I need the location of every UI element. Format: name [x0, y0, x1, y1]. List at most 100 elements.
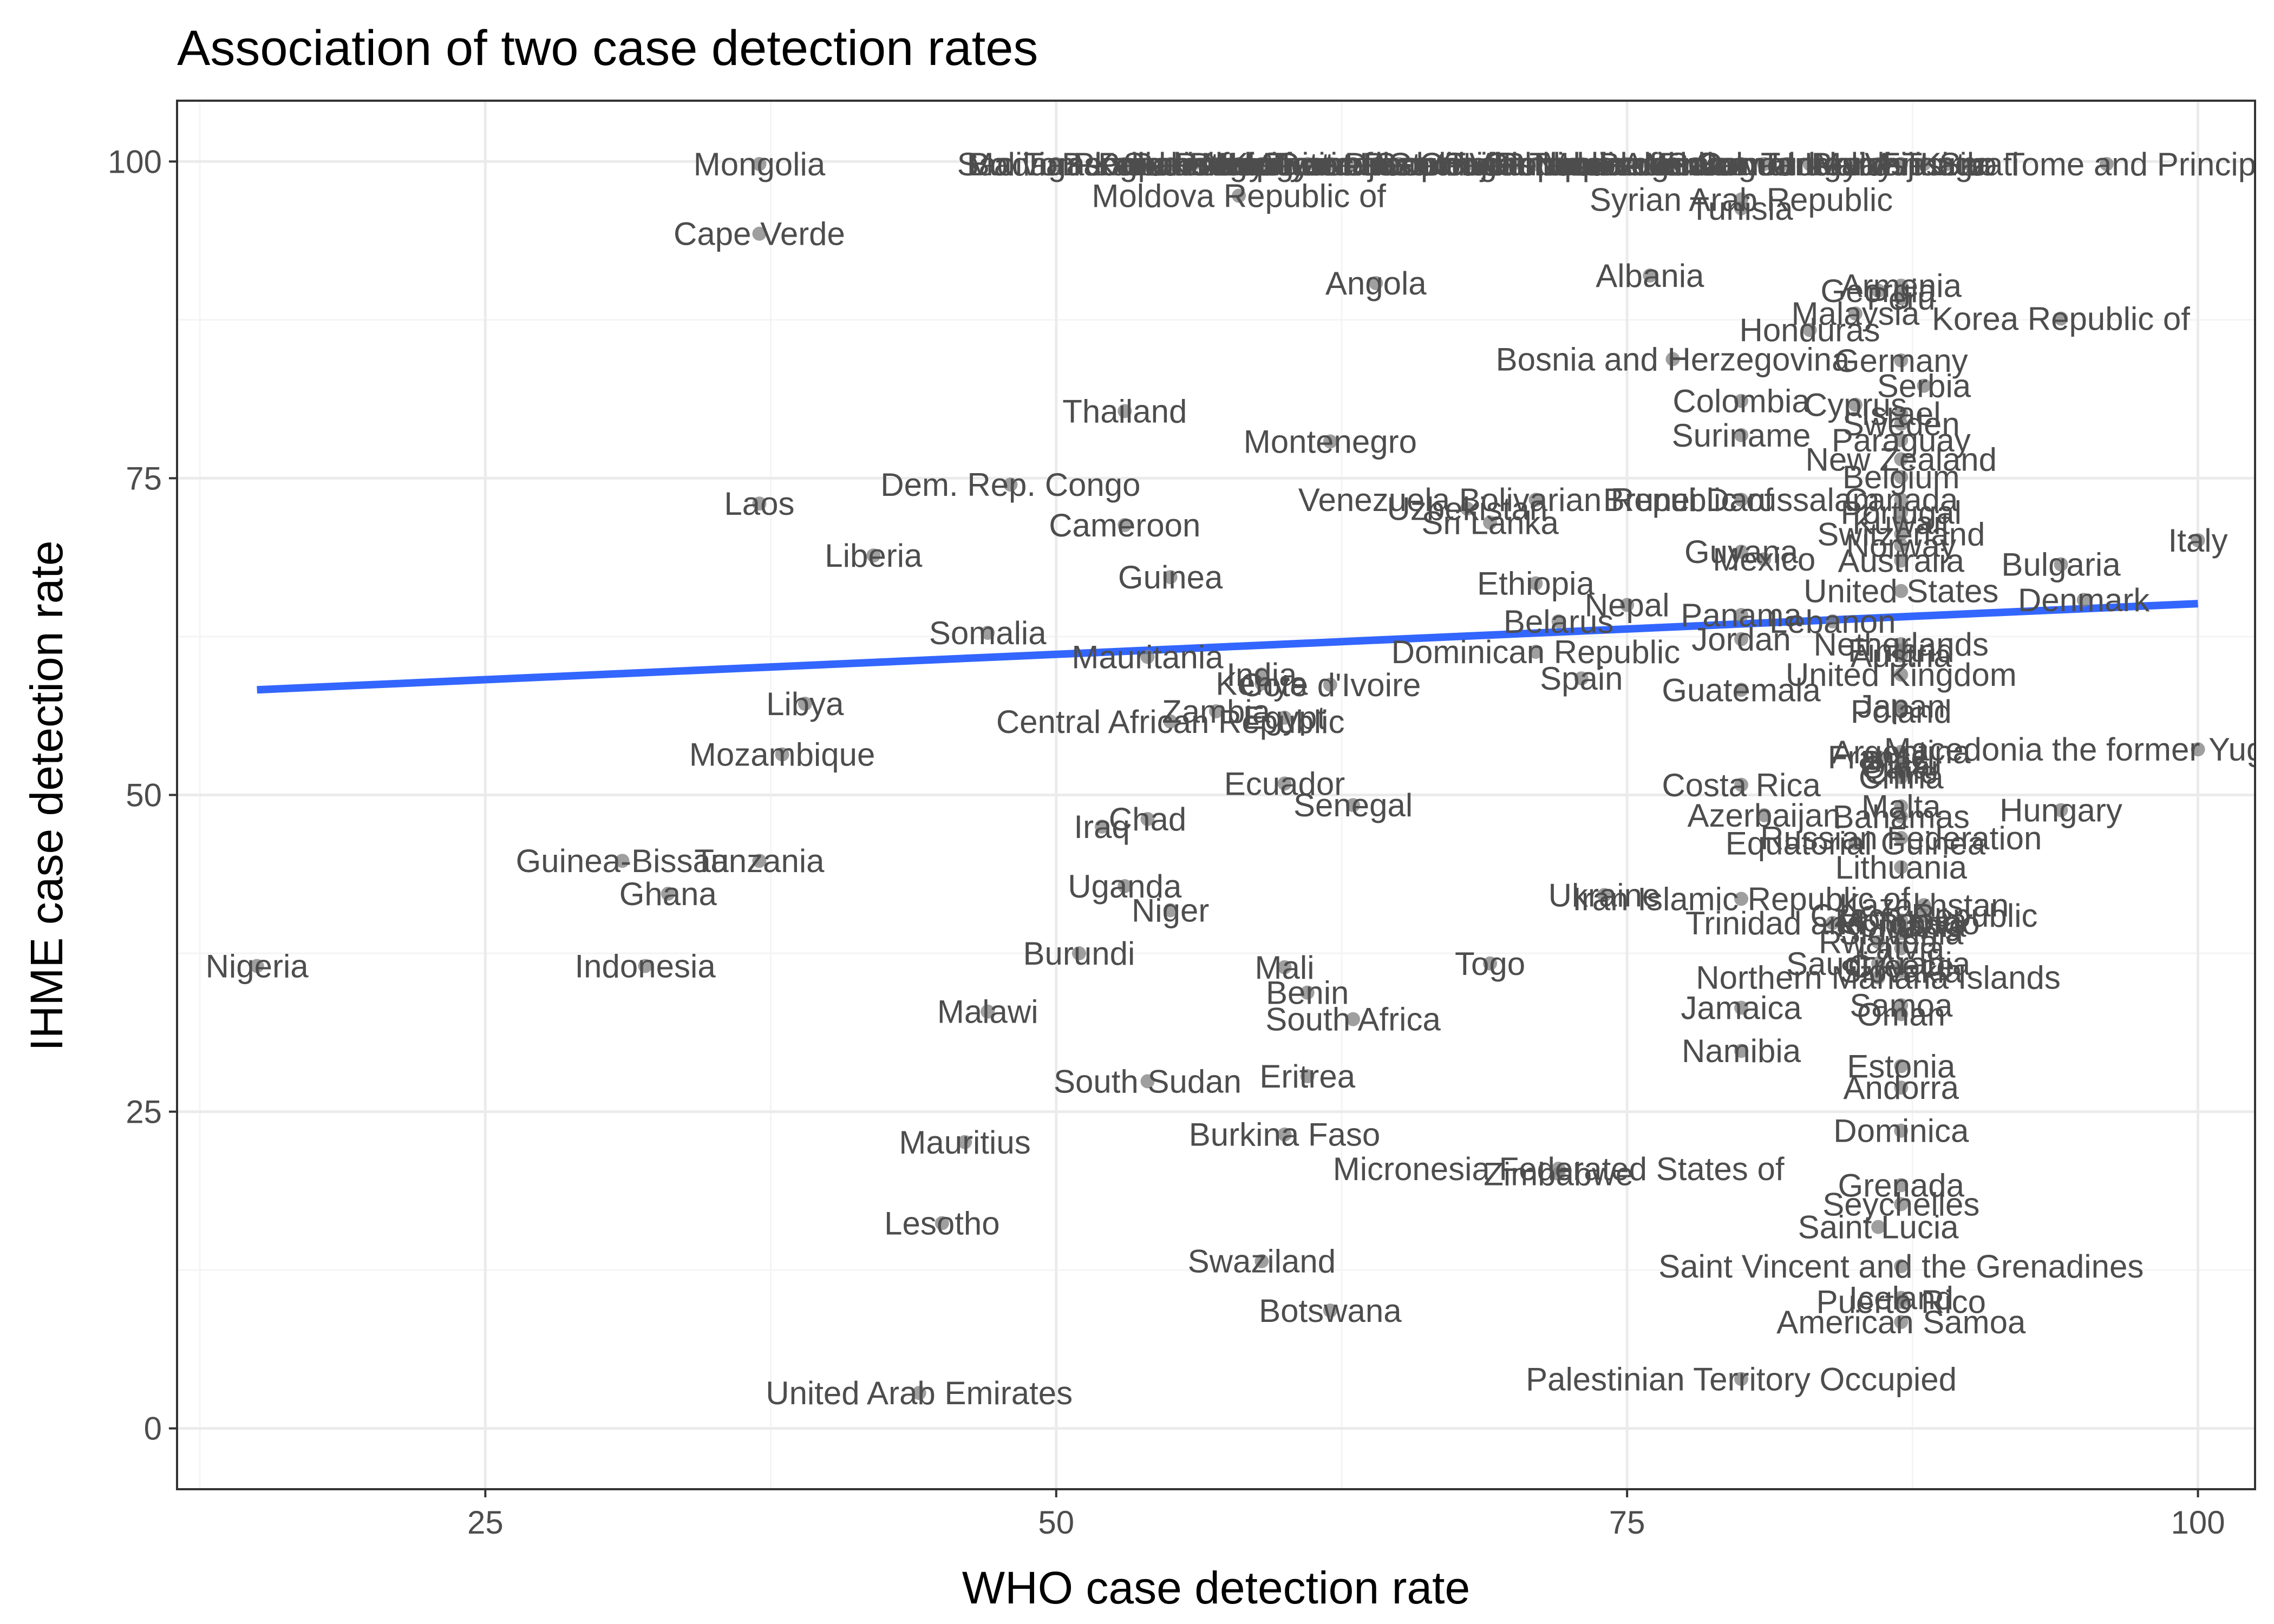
data-point: [1643, 157, 1657, 172]
point-label: Pakistan: [1131, 146, 1256, 182]
point-label: United Arab Emirates: [766, 1375, 1073, 1411]
point-label: Papua New Guinea: [1098, 146, 1380, 182]
data-point: [1118, 879, 1132, 894]
point-label: United Kingdom: [1786, 657, 2017, 693]
point-label: Guatemala: [1662, 672, 1821, 708]
data-point: [1894, 416, 1909, 431]
data-point: [1277, 960, 1292, 974]
point-label: Gambia: [1388, 146, 1502, 182]
point-label: Peru: [1867, 280, 1936, 317]
data-point: [1894, 515, 1909, 530]
point-label: Norway: [1846, 527, 1956, 564]
data-point: [1163, 569, 1178, 584]
data-point: [1140, 811, 1155, 826]
point-label: Timor-Leste: [1267, 146, 1439, 182]
point-label: Tunisia: [1689, 191, 1793, 227]
point-label: Iceland: [1849, 1280, 1953, 1317]
data-point: [1894, 493, 1909, 507]
point-label: Senegal: [1293, 787, 1413, 823]
point-label: Guinea-Bissau: [516, 843, 729, 879]
point-label: Cote d'Ivoire: [1239, 667, 1421, 703]
data-point: [1323, 1304, 1337, 1318]
data-point: [1894, 433, 1909, 448]
trend-line-layer: [257, 600, 2198, 694]
x-tick-label: 50: [1038, 1504, 1074, 1541]
data-point: [1118, 157, 1132, 172]
point-layer: [250, 157, 2205, 1400]
data-point: [1848, 397, 1863, 412]
data-point: [1894, 809, 1909, 824]
data-point: [1232, 188, 1246, 203]
point-label: Mozambique: [689, 737, 875, 773]
point-label: Costa Rica: [1662, 767, 1821, 803]
data-point: [2076, 593, 2091, 607]
data-point: [1734, 394, 1749, 408]
data-point: [1734, 545, 1749, 559]
point-label: New Zealand: [1806, 441, 1997, 477]
data-point: [1917, 898, 1931, 913]
point-label: Comoros: [1698, 146, 1830, 182]
data-point: [1391, 157, 1406, 172]
point-label: Netherlands: [1814, 626, 1989, 663]
point-label: Poland: [1851, 693, 1952, 730]
data-point: [1528, 645, 1543, 659]
data-point: [752, 496, 767, 511]
data-point: [1323, 434, 1337, 449]
point-label: Paraguay: [1832, 422, 1971, 459]
data-point: [1917, 157, 1931, 172]
point-label: Cyprus: [1804, 387, 1907, 423]
point-label: Yemen: [1645, 146, 1746, 182]
point-label: Bahamas: [1833, 798, 1970, 835]
point-label: Laos: [724, 486, 794, 522]
data-point: [1825, 157, 1840, 172]
data-point: [752, 854, 767, 868]
point-label: Philippines: [1503, 146, 1660, 182]
point-label: Viet Nam: [1469, 146, 1603, 182]
data-point: [935, 1216, 949, 1230]
point-label: South Africa: [1265, 1001, 1441, 1038]
point-label: Albania: [1596, 258, 1704, 294]
point-label: Panama: [1681, 597, 1802, 633]
data-point: [1551, 157, 1566, 172]
trend-line: [257, 600, 2198, 694]
data-point: [1369, 157, 1383, 172]
point-label: Nepal: [1585, 587, 1670, 623]
data-point: [1894, 470, 1909, 484]
data-point: [1894, 553, 1909, 568]
point-label: Chile: [1864, 754, 1938, 790]
point-label: Benin: [1266, 975, 1349, 1011]
data-point: [1323, 677, 1337, 692]
data-point: [1894, 584, 1909, 598]
data-point: [1551, 1167, 1566, 1181]
point-label: Grenada: [1838, 1167, 1965, 1203]
data-point: [1186, 157, 1200, 172]
data-point: [1346, 157, 1361, 172]
data-point: [1734, 428, 1749, 442]
point-label: Belize: [1811, 146, 1899, 182]
data-point: [1802, 323, 1817, 337]
point-label: Kiribati: [1920, 146, 2019, 182]
data-point: [981, 625, 995, 640]
axis-ticks: 25 50 75 100 0 25 50 75 100: [108, 143, 2225, 1541]
data-point: [1871, 157, 1886, 172]
point-label: Kuwait: [1852, 505, 1950, 541]
point-label: Thailand: [1062, 393, 1187, 429]
data-point: [1163, 157, 1178, 172]
point-label: Hungary: [1999, 793, 2122, 829]
point-label: Azerbaijan: [1687, 797, 1841, 834]
point-label: Malaysia: [1792, 296, 1920, 332]
data-point: [981, 1004, 995, 1019]
point-label: Tajikistan: [1446, 146, 1580, 182]
point-label: Honduras: [1739, 312, 1880, 349]
data-point: [2191, 742, 2205, 757]
point-label: Cameroon: [1049, 507, 1200, 543]
data-point: [1506, 157, 1520, 172]
data-point: [1369, 276, 1383, 291]
point-label: Guyana: [1684, 534, 1799, 570]
point-label: Micronesia Federated States of: [1333, 1151, 1785, 1187]
point-label: Burkina Faso: [1189, 1117, 1381, 1153]
point-label: Ghana: [619, 876, 717, 912]
data-point: [1757, 808, 1772, 822]
y-tick-label: 50: [126, 777, 162, 814]
data-point: [1140, 157, 1155, 172]
